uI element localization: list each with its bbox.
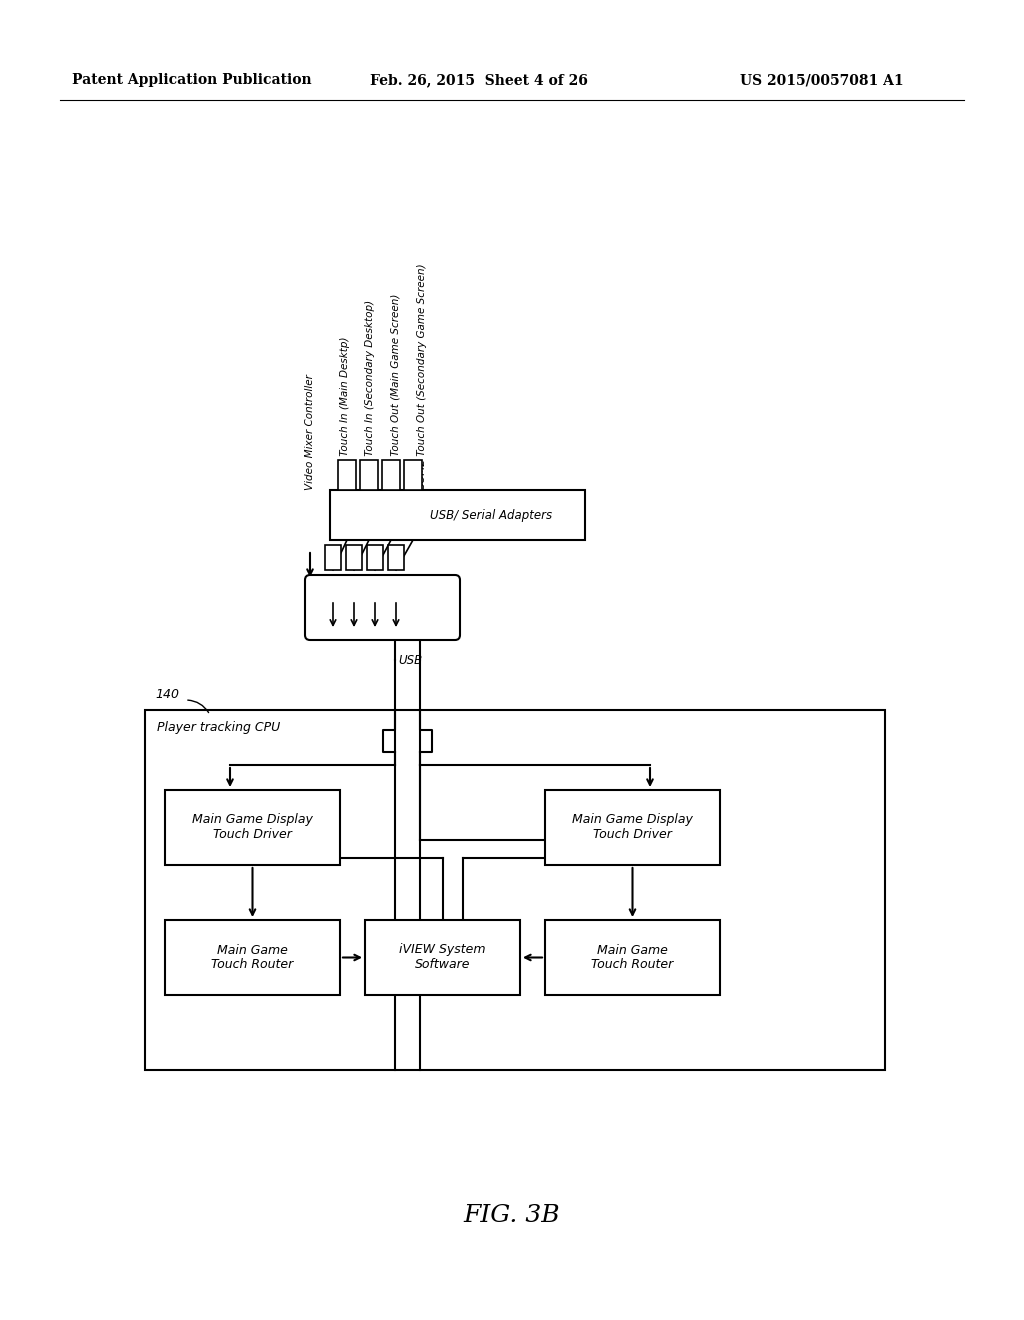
Text: US 2015/0057081 A1: US 2015/0057081 A1: [740, 73, 903, 87]
Text: COM2 Touch Out (Secondary Game Screen): COM2 Touch Out (Secondary Game Screen): [417, 264, 427, 490]
Bar: [545, 920, 720, 995]
Bar: [330, 490, 585, 540]
Text: Video Mixer Controller: Video Mixer Controller: [305, 374, 315, 490]
FancyBboxPatch shape: [305, 576, 460, 640]
Bar: [365, 920, 520, 995]
Text: Main Game Display
Touch Driver: Main Game Display Touch Driver: [193, 813, 313, 842]
Text: FIG. 3B: FIG. 3B: [464, 1204, 560, 1226]
Text: Main Game
Touch Router: Main Game Touch Router: [592, 944, 674, 972]
Text: 140: 140: [155, 689, 179, 701]
Text: COM1 Touch In (Secondary Desktop): COM1 Touch In (Secondary Desktop): [365, 300, 375, 490]
Bar: [404, 459, 422, 490]
Bar: [346, 545, 362, 570]
Bar: [382, 459, 400, 490]
Text: iVIEW System
Software: iVIEW System Software: [399, 944, 485, 972]
Bar: [545, 789, 720, 865]
Bar: [145, 710, 885, 1071]
Text: USB: USB: [398, 653, 422, 667]
Text: COM2 Touch Out (Main Game Screen): COM2 Touch Out (Main Game Screen): [391, 293, 401, 490]
Bar: [388, 545, 404, 570]
Bar: [338, 459, 356, 490]
Bar: [165, 920, 340, 995]
Text: Player tracking CPU: Player tracking CPU: [157, 722, 281, 734]
Text: Feb. 26, 2015  Sheet 4 of 26: Feb. 26, 2015 Sheet 4 of 26: [370, 73, 588, 87]
Bar: [165, 789, 340, 865]
Bar: [325, 545, 341, 570]
Text: Patent Application Publication: Patent Application Publication: [72, 73, 311, 87]
Text: Main Game
Touch Router: Main Game Touch Router: [211, 944, 294, 972]
Text: Main Game Display
Touch Driver: Main Game Display Touch Driver: [572, 813, 693, 842]
Text: COM1 Touch In (Main Desktp): COM1 Touch In (Main Desktp): [340, 337, 350, 490]
Bar: [360, 459, 378, 490]
Bar: [367, 545, 383, 570]
Text: USB/ Serial Adapters: USB/ Serial Adapters: [430, 508, 552, 521]
